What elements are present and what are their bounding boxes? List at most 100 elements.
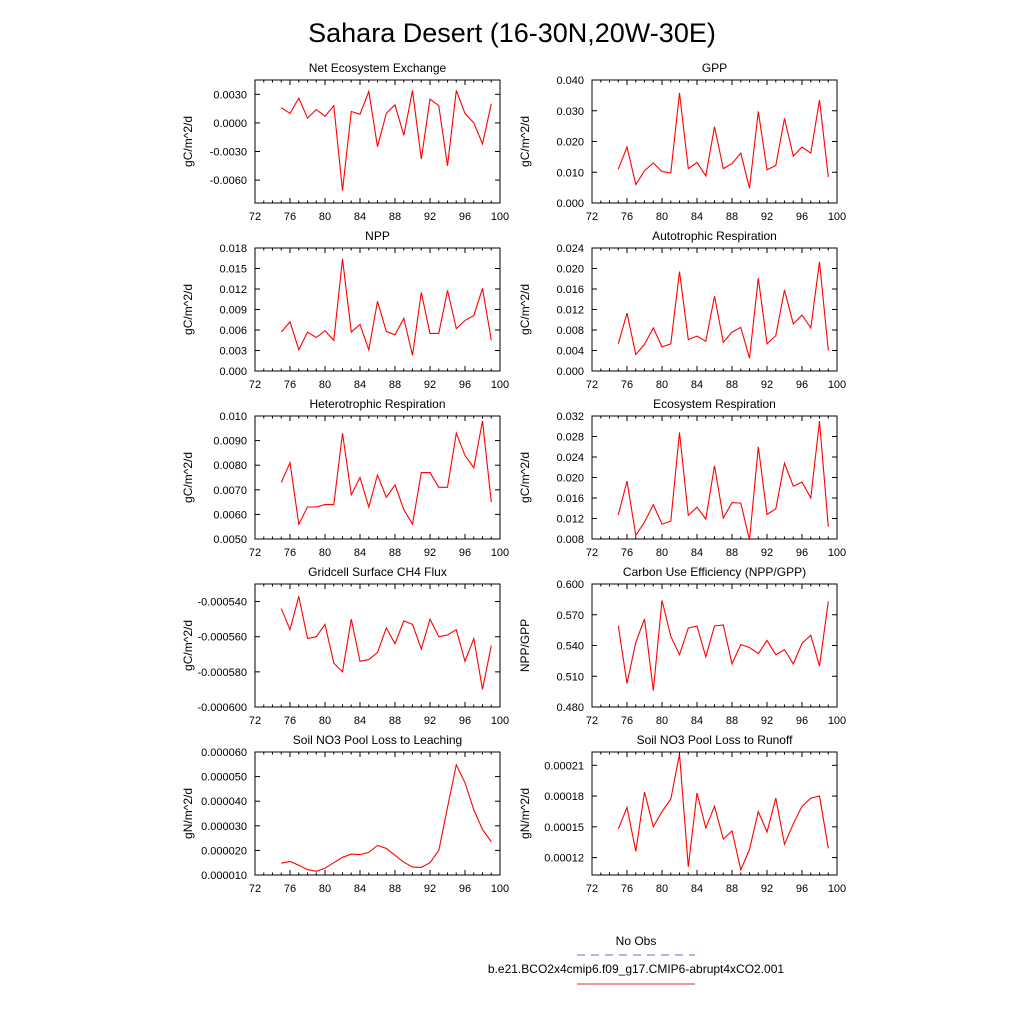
y-tick-label: 0.00018 [544,791,584,803]
chart-panel: Heterotrophic Respiration 72 76 80 84 88 92 96 1… [181,397,509,559]
x-tick-label: 92 [424,715,436,727]
x-tick-label: 72 [586,547,598,559]
x-tick-label: 92 [424,211,436,223]
series-line [280,596,492,690]
x-tick-label: 100 [828,211,846,223]
x-tick-label: 84 [691,379,703,391]
series-line [617,753,829,872]
y-tick-label: -0.0030 [210,147,247,159]
x-tick-label: 92 [761,715,773,727]
y-axis-label: gC/m^2/d [181,116,195,167]
x-tick-label: 72 [586,715,598,727]
x-tick-label: 96 [459,883,471,895]
x-tick-label: 72 [586,883,598,895]
plot-frame [254,247,501,372]
y-axis-label: gC/m^2/d [518,284,532,335]
y-tick-label: 0.0060 [213,509,247,521]
plot-frame [254,79,501,204]
y-tick-label: 0.510 [556,671,584,683]
series-line [617,92,829,189]
y-tick-label: 0.000030 [201,821,247,833]
y-axis-label: gC/m^2/d [181,620,195,671]
x-tick-label: 72 [249,379,261,391]
panel-title: Gridcell Surface CH4 Flux [308,565,447,579]
x-tick-label: 76 [284,211,296,223]
x-tick-label: 88 [389,715,401,727]
plot-frame [591,79,838,204]
x-tick-label: 80 [319,883,331,895]
series-line [280,89,492,191]
x-tick-label: 92 [761,379,773,391]
x-tick-label: 80 [319,379,331,391]
series-line [280,420,492,527]
x-tick-label: 96 [459,379,471,391]
x-tick-label: 76 [621,883,633,895]
x-tick-label: 84 [354,547,366,559]
y-tick-label: 0.003 [219,346,247,358]
x-tick-label: 76 [284,379,296,391]
x-tick-label: 80 [656,379,668,391]
legend-label-case: b.e21.BCO2x4cmip6.f09_g17.CMIP6-abrupt4x… [488,962,784,976]
y-tick-label: 0.0080 [213,460,247,472]
x-tick-label: 76 [621,379,633,391]
plot-frame [591,247,838,372]
y-tick-label: 0.024 [556,452,584,464]
x-tick-label: 100 [828,883,846,895]
y-tick-label: 0.008 [556,325,584,337]
series-line [280,258,492,356]
y-tick-label: -0.000580 [197,667,247,679]
y-tick-label: 0.000 [556,366,584,378]
y-tick-label: 0.000 [219,366,247,378]
y-tick-label: 0.018 [219,243,247,255]
plot-frame [254,751,501,876]
y-tick-label: -0.0060 [210,175,247,187]
y-tick-label: 0.030 [556,106,584,118]
plot-frame [591,583,838,708]
panel-title: Soil NO3 Pool Loss to Leaching [293,733,462,747]
x-tick-label: 92 [424,547,436,559]
x-tick-label: 84 [354,883,366,895]
y-tick-label: 0.016 [556,284,584,296]
y-tick-label: 0.009 [219,305,247,317]
x-tick-label: 100 [491,715,509,727]
x-tick-label: 72 [249,715,261,727]
chart-panel: Soil NO3 Pool Loss to Runoff 72 76 80 84 88 92… [518,733,846,895]
panel-title: Heterotrophic Respiration [309,397,445,411]
x-tick-label: 92 [424,379,436,391]
y-tick-label: 0.0090 [213,436,247,448]
plot-frame [591,415,838,540]
y-tick-label: 0.004 [556,346,584,358]
x-tick-label: 72 [249,211,261,223]
y-tick-label: 0.010 [219,411,247,423]
chart-panel: Net Ecosystem Exchange 72 76 80 84 88 92 96 100 -… [181,61,509,223]
x-tick-label: 84 [354,211,366,223]
series-line [617,261,829,359]
x-tick-label: 72 [586,379,598,391]
y-axis-label: NPP/GPP [518,619,532,672]
x-tick-label: 88 [726,211,738,223]
figure-title: Sahara Desert (16-30N,20W-30E) [308,18,716,48]
y-tick-label: 0.008 [556,534,584,546]
y-tick-label: 0.00015 [544,822,584,834]
x-tick-label: 100 [828,379,846,391]
x-tick-label: 80 [319,715,331,727]
x-tick-label: 88 [389,883,401,895]
series-line [617,600,829,691]
x-tick-label: 76 [621,547,633,559]
y-tick-label: 0.006 [219,325,247,337]
x-tick-label: 76 [621,211,633,223]
y-tick-label: -0.000560 [197,632,247,644]
x-tick-label: 96 [796,211,808,223]
x-tick-label: 100 [491,379,509,391]
chart-panel: Autotrophic Respiration 72 76 80 84 88 92 96 100… [518,229,846,391]
panel-title: Carbon Use Efficiency (NPP/GPP) [623,565,806,579]
y-axis-label: gN/m^2/d [518,788,532,839]
x-tick-label: 84 [691,211,703,223]
y-tick-label: 0.032 [556,411,584,423]
x-tick-label: 100 [828,547,846,559]
y-tick-label: 0.040 [556,75,584,87]
x-tick-label: 76 [621,715,633,727]
y-tick-label: -0.000540 [197,597,247,609]
x-tick-label: 100 [828,715,846,727]
